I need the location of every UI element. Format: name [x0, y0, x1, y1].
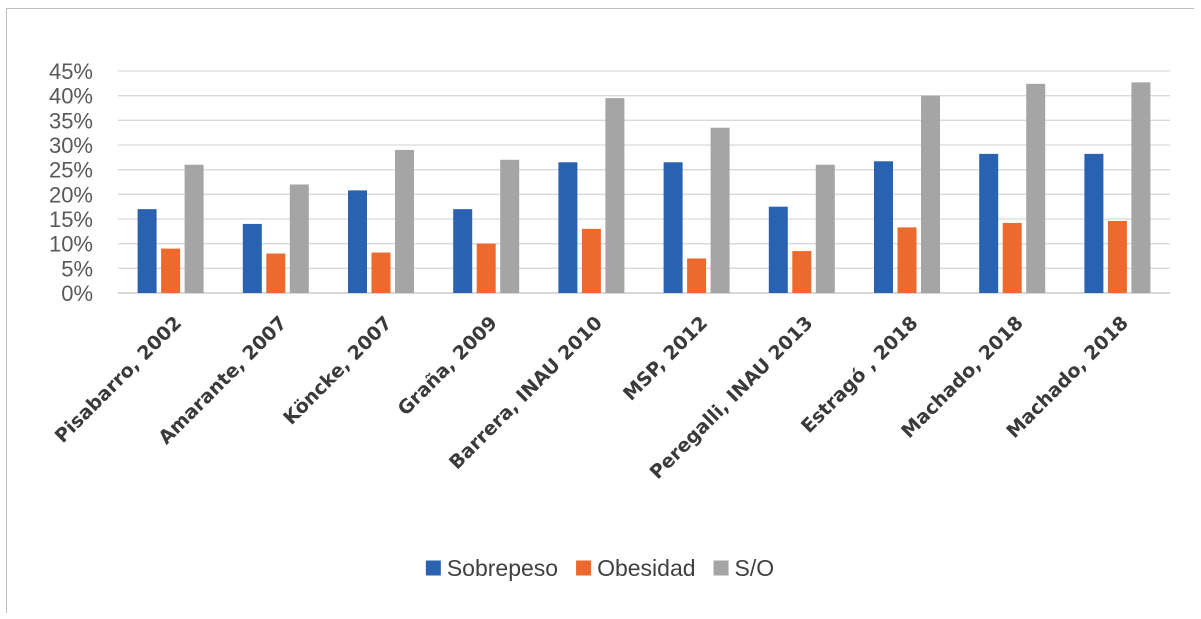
bar-sobrepeso — [663, 162, 683, 293]
legend-swatch-sobrepeso — [425, 560, 441, 576]
x-category-label: MSP, 2012 — [619, 312, 712, 405]
bar-s-o — [605, 98, 625, 293]
y-tick-label: 20% — [49, 182, 93, 207]
bar-s-o — [1131, 82, 1151, 293]
bar-obesidad — [792, 251, 812, 293]
bar-sobrepeso — [558, 162, 578, 293]
bar-s-o — [289, 184, 309, 293]
bar-obesidad — [581, 228, 601, 293]
x-category-label: Graña, 2009 — [394, 312, 502, 420]
y-tick-label: 25% — [49, 158, 93, 183]
legend: Sobrepeso Obesidad S/O — [425, 555, 775, 581]
bar-s-o — [815, 164, 835, 293]
y-axis-ticks: 0%5%10%15%20%25%30%35%40%45% — [49, 59, 93, 306]
bars — [137, 82, 1151, 294]
y-tick-label: 30% — [49, 133, 93, 158]
bar-obesidad — [897, 227, 917, 293]
bar-obesidad — [476, 243, 496, 293]
legend-label: Obesidad — [597, 555, 695, 581]
y-tick-label: 45% — [49, 59, 93, 84]
bar-s-o — [500, 159, 520, 293]
bar-obesidad — [266, 253, 286, 293]
x-category-label: Estragó , 2018 — [797, 312, 923, 438]
y-tick-label: 15% — [49, 207, 93, 232]
bar-sobrepeso — [874, 161, 893, 293]
bar-s-o — [921, 95, 940, 294]
bar-sobrepeso — [1084, 153, 1104, 293]
bar-s-o — [184, 164, 204, 293]
bar-sobrepeso — [137, 209, 157, 293]
bar-s-o — [1026, 83, 1046, 294]
bar-sobrepeso — [453, 209, 473, 293]
bar-sobrepeso — [348, 190, 367, 293]
bar-sobrepeso — [242, 223, 262, 293]
x-category-label: Köncke, 2007 — [279, 312, 396, 429]
bar-obesidad — [161, 248, 181, 293]
y-tick-label: 35% — [49, 108, 93, 133]
bar-obesidad — [687, 258, 707, 293]
bar-s-o — [710, 127, 730, 293]
y-tick-label: 40% — [49, 84, 93, 109]
bar-obesidad — [1002, 222, 1022, 293]
chart-frame — [6, 8, 1194, 613]
y-tick-label: 10% — [49, 232, 93, 257]
bar-obesidad — [371, 252, 391, 293]
bar-sobrepeso — [768, 206, 788, 293]
legend-label: S/O — [735, 555, 775, 581]
legend-swatch-s-o — [713, 560, 729, 576]
legend-swatch-obesidad — [576, 560, 592, 576]
bar-s-o — [395, 149, 414, 293]
bar-sobrepeso — [979, 153, 999, 293]
bar-obesidad — [1107, 220, 1127, 293]
legend-label: Sobrepeso — [447, 555, 558, 581]
y-tick-label: 0% — [61, 281, 93, 306]
y-tick-label: 5% — [61, 256, 93, 281]
